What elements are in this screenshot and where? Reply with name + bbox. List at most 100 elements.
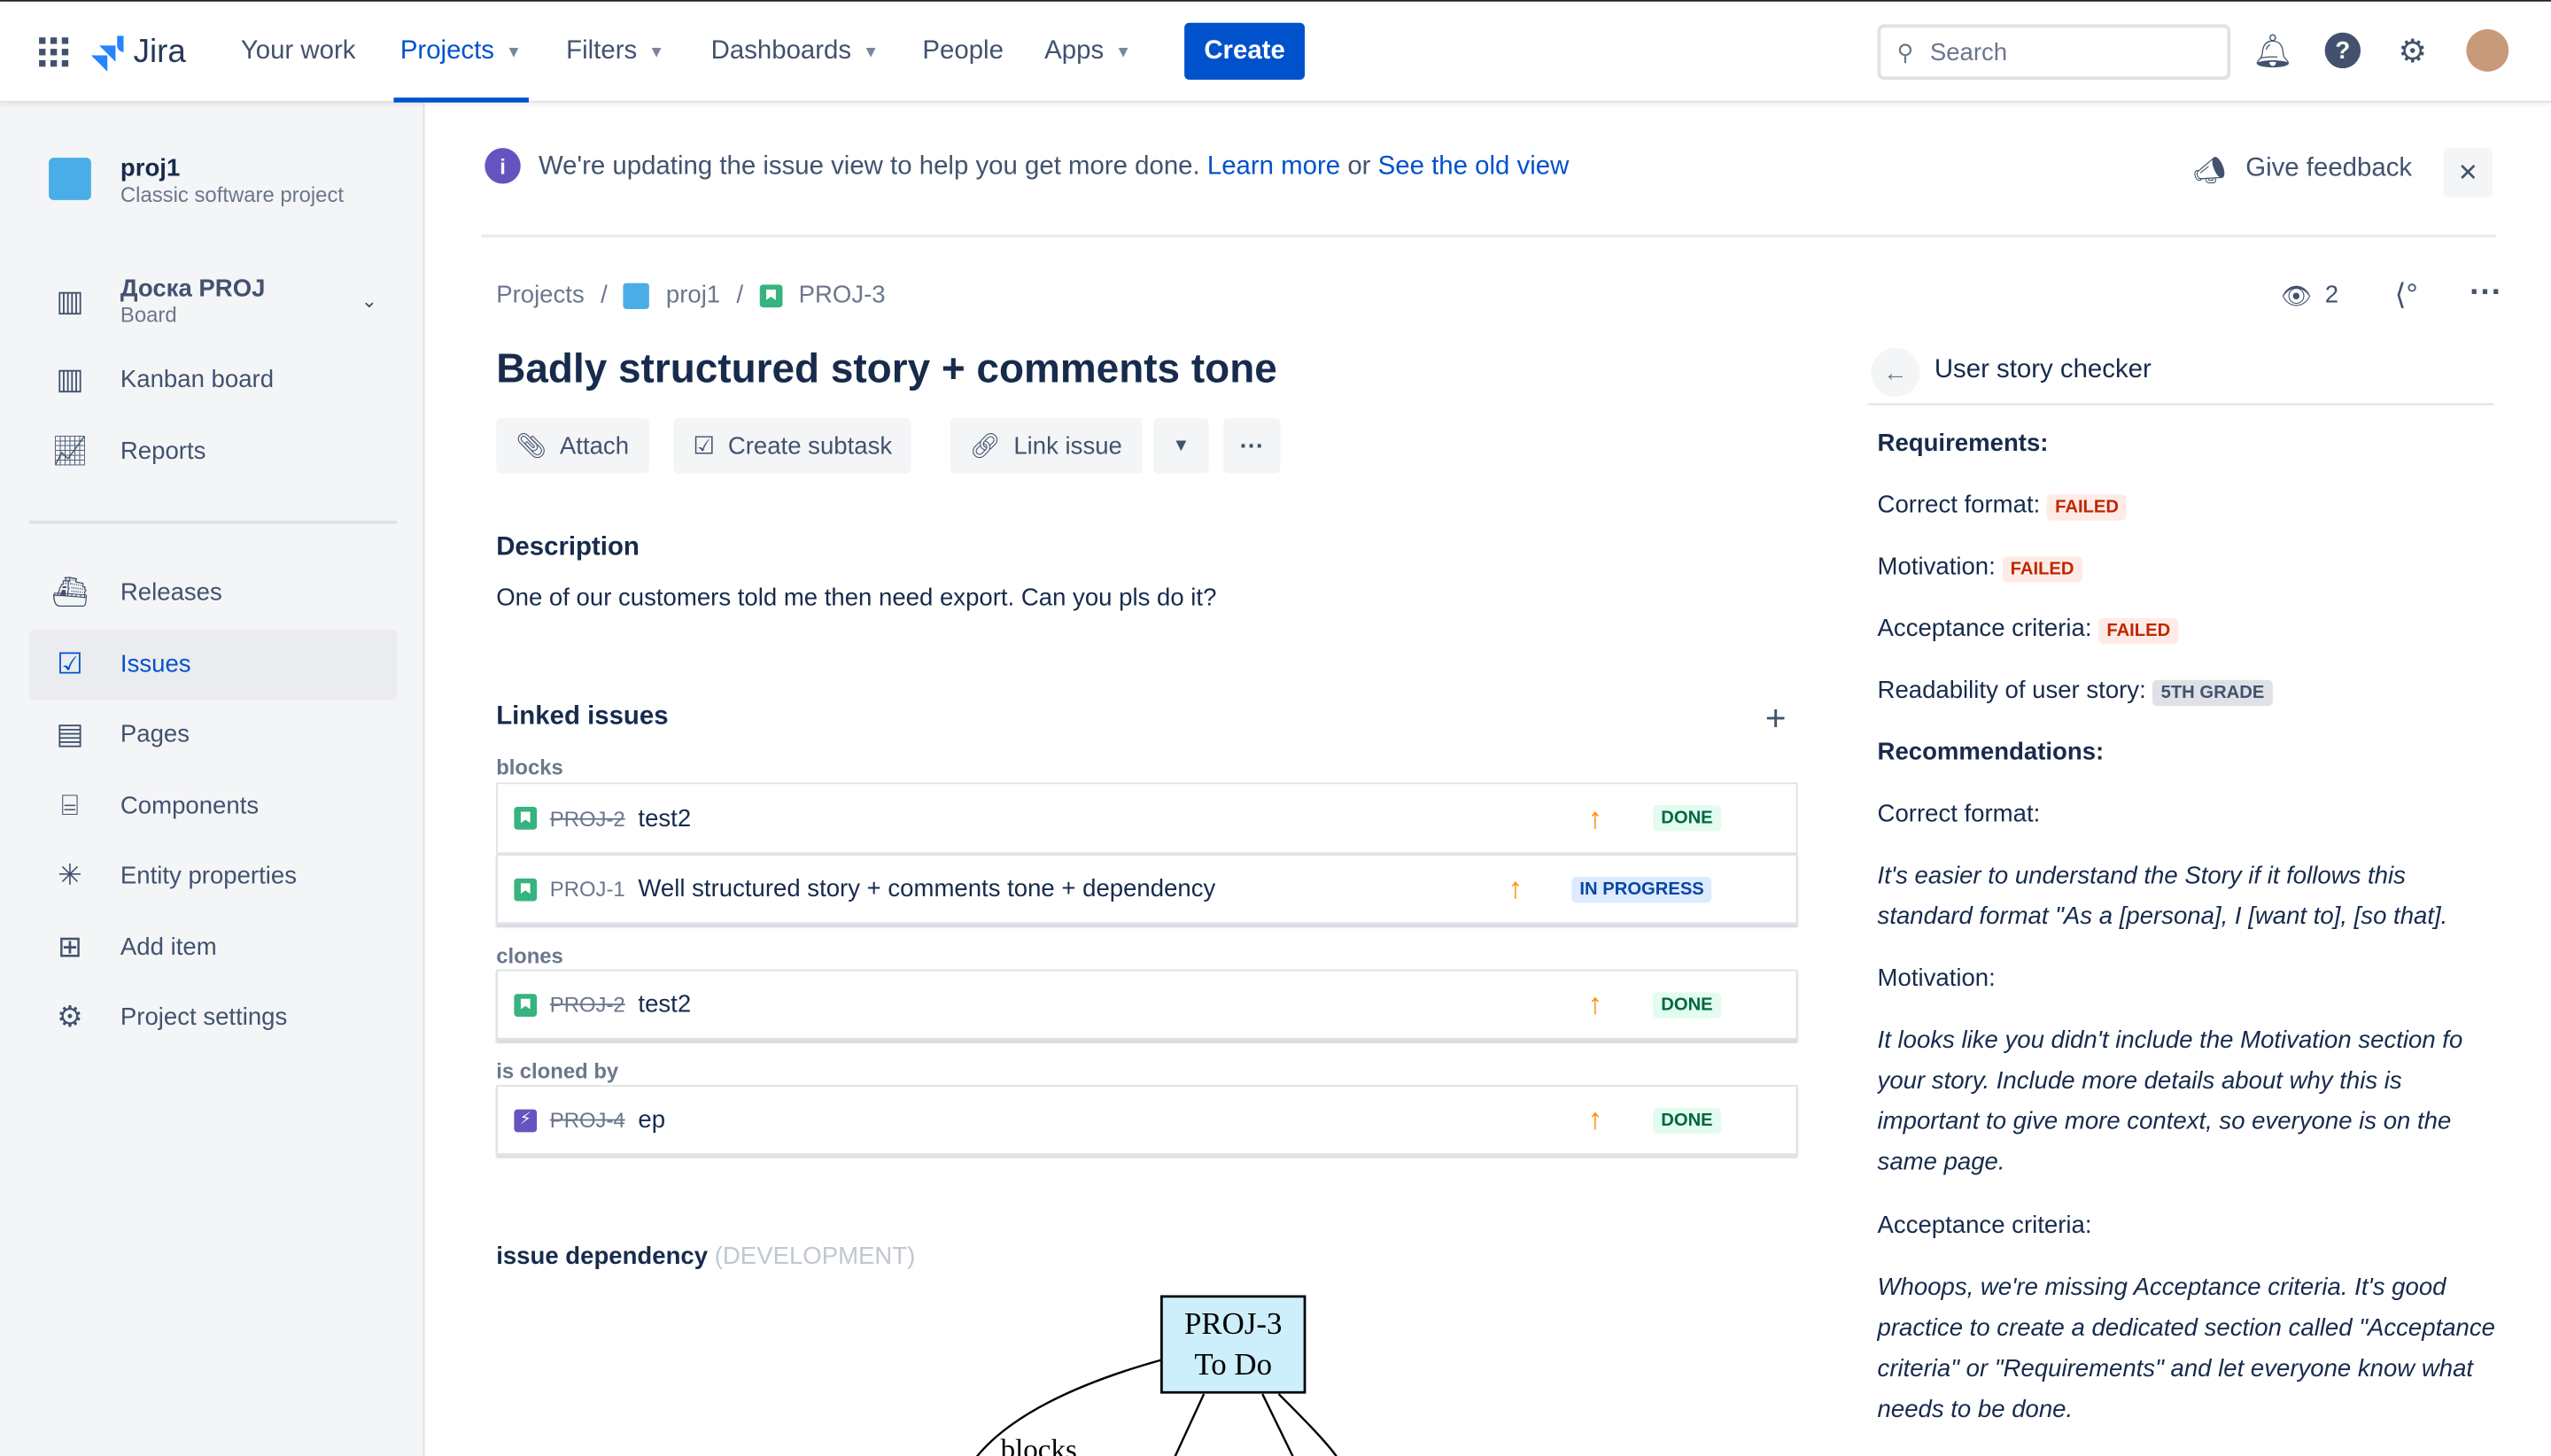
nav-your-work[interactable]: Your work (240, 37, 356, 66)
nav-projects[interactable]: Projects ▼ (393, 2, 528, 103)
status-badge[interactable]: IN PROGRESS (1571, 876, 1712, 902)
search-input[interactable]: ⚲ Search (1877, 24, 2231, 80)
chevron-down-icon: ▼ (505, 43, 523, 61)
subtask-icon: ☑ (693, 432, 716, 461)
sidebar-item-kanban-board[interactable]: ▥ Kanban board (29, 345, 397, 414)
sidebar-item-add-item[interactable]: ⊞ Add item (29, 912, 397, 982)
more-button[interactable]: ··· (1223, 418, 1281, 474)
priority-high-icon: ↑ (1587, 1103, 1603, 1136)
check-motivation: Motivation: FAILED (1878, 553, 2082, 583)
more-actions-icon[interactable]: ··· (2470, 275, 2502, 311)
nav-filters[interactable]: Filters ▼ (566, 37, 665, 66)
issue-title[interactable]: Badly structured story + comments tone (496, 346, 1277, 392)
old-view-link[interactable]: See the old view (1377, 152, 1570, 181)
nodes-icon: ✳ (58, 858, 82, 892)
user-avatar[interactable] (2466, 29, 2509, 72)
link-issue-button[interactable]: 🔗︎ Link issue (950, 418, 1142, 474)
rec-label: Acceptance criteria: (1877, 1212, 2092, 1240)
graph-edge (975, 1359, 1162, 1456)
info-icon: i (485, 148, 521, 184)
nav-people[interactable]: People (922, 37, 1004, 66)
priority-high-icon: ↑ (1587, 987, 1603, 1020)
breadcrumb-issue[interactable]: PROJ-3 (798, 281, 886, 309)
rec-text: It looks like you didn't include the Mot… (1877, 1026, 2463, 1176)
requirements-heading: Requirements: (1877, 429, 2049, 458)
eye-icon: 👁︎ (2281, 283, 2313, 311)
status-badge[interactable]: DONE (1653, 991, 1721, 1018)
search-placeholder: Search (1929, 38, 2008, 66)
notifications-icon[interactable]: 🔔︎ (2252, 33, 2294, 70)
breadcrumb: Projects / proj1/ PROJ-3 (496, 281, 886, 309)
nav-apps[interactable]: Apps ▼ (1044, 37, 1132, 66)
sidebar-item-reports[interactable]: 📈︎ Reports (29, 416, 397, 486)
sidebar-item-components[interactable]: ⌸ Components (29, 771, 397, 841)
project-type: Classic software project (120, 182, 345, 207)
nav-dashboards[interactable]: Dashboards ▼ (710, 37, 880, 66)
description-text[interactable]: One of our customers told me then need e… (496, 584, 1217, 612)
breadcrumb-projects[interactable]: Projects (496, 281, 585, 309)
watchers-button[interactable]: 👁︎ 2 (2281, 281, 2339, 311)
learn-more-link[interactable]: Learn more (1206, 152, 1341, 181)
breadcrumb-project[interactable]: proj1 (665, 281, 721, 309)
chart-icon: 📈︎ (50, 434, 89, 468)
sidebar-item-project-settings[interactable]: ⚙ Project settings (29, 982, 397, 1052)
sidebar-item-entity-properties[interactable]: ✳ Entity properties (29, 841, 397, 911)
group-label-blocks: blocks (496, 755, 563, 779)
status-badge[interactable]: DONE (1653, 805, 1721, 832)
top-navigation: Jira Your work Projects ▼ Filters ▼ Dashbo… (0, 1, 2551, 103)
link-icon: 🔗︎ (969, 432, 1001, 461)
sidebar: proj1 Classic software project ▥ Доска P… (0, 102, 425, 1456)
dependency-graph: PROJ-3 To Do blocks (975, 1295, 1338, 1456)
edge-label: blocks (1001, 1435, 1077, 1456)
graph-edge (1261, 1393, 1294, 1456)
epic-icon: ⚡︎ (514, 1108, 538, 1132)
check-readability: Readability of user story: 5TH GRADE (1878, 677, 2273, 707)
chevron-down-icon: ⌄ (361, 289, 378, 313)
close-banner-button[interactable]: ✕ (2443, 148, 2493, 197)
linked-issue-row[interactable]: PROJ-2 test2 ↑ DONE (496, 969, 1798, 1042)
issues-icon: ☑ (57, 647, 83, 680)
chevron-down-icon: ▼ (1115, 43, 1132, 61)
linked-issues-heading: Linked issues (496, 702, 669, 731)
story-icon (514, 807, 538, 830)
gear-icon: ⚙ (57, 1000, 83, 1034)
node-status: To Do (1194, 1347, 1272, 1382)
group-label-is-cloned-by: is cloned by (496, 1058, 619, 1084)
attach-button[interactable]: 📎︎ Attach (496, 418, 649, 474)
sidebar-board-selector[interactable]: ▥ Доска PROJ Board ⌄ (29, 265, 397, 337)
sidebar-item-issues[interactable]: ☑ Issues (29, 629, 398, 700)
give-feedback-button[interactable]: 📣︎ Give feedback (2192, 154, 2413, 186)
linked-issue-row[interactable]: PROJ-2 test2 ↑ DONE (496, 782, 1798, 855)
graph-node (1160, 1295, 1307, 1394)
description-heading: Description (496, 533, 640, 561)
paperclip-icon: 📎︎ (516, 432, 547, 461)
sidebar-item-pages[interactable]: ▤ Pages (29, 700, 397, 770)
board-icon: ▥ (56, 362, 84, 396)
checker-title: User story checker (1934, 356, 2152, 384)
settings-gear-icon[interactable]: ⚙ (2398, 33, 2428, 70)
link-dropdown-button[interactable]: ▼ (1153, 418, 1209, 474)
sidebar-item-releases[interactable]: ⛴︎ Releases (29, 558, 397, 628)
dependency-heading: issue dependency (DEVELOPMENT) (496, 1243, 916, 1271)
add-item-icon: ⊞ (58, 930, 82, 964)
project-name[interactable]: proj1 (120, 154, 181, 182)
rec-label: Motivation: (1877, 964, 1996, 993)
linked-issue-row[interactable]: PROJ-1 Well structured story + comments t… (496, 854, 1798, 926)
check-correct-format: Correct format: FAILED (1878, 492, 2128, 521)
jira-logo[interactable]: Jira (90, 35, 186, 72)
app-switcher-icon[interactable] (39, 37, 69, 67)
share-icon[interactable]: ⟨° (2394, 278, 2418, 311)
megaphone-icon: 📣︎ (2192, 158, 2227, 186)
back-arrow-icon[interactable]: ← (1871, 348, 1920, 398)
board-icon: ▥ (56, 283, 84, 317)
linked-issue-row[interactable]: ⚡︎ PROJ-4 ep ↑ DONE (496, 1085, 1798, 1157)
help-icon[interactable]: ? (2323, 31, 2362, 70)
page-icon: ▤ (56, 716, 84, 750)
status-badge[interactable]: DONE (1653, 1106, 1721, 1134)
create-button[interactable]: Create (1184, 22, 1306, 80)
create-subtask-button[interactable]: ☑ Create subtask (673, 418, 912, 474)
story-icon (514, 993, 538, 1017)
component-icon: ⌸ (61, 788, 79, 822)
add-link-icon[interactable]: + (1764, 697, 1787, 739)
